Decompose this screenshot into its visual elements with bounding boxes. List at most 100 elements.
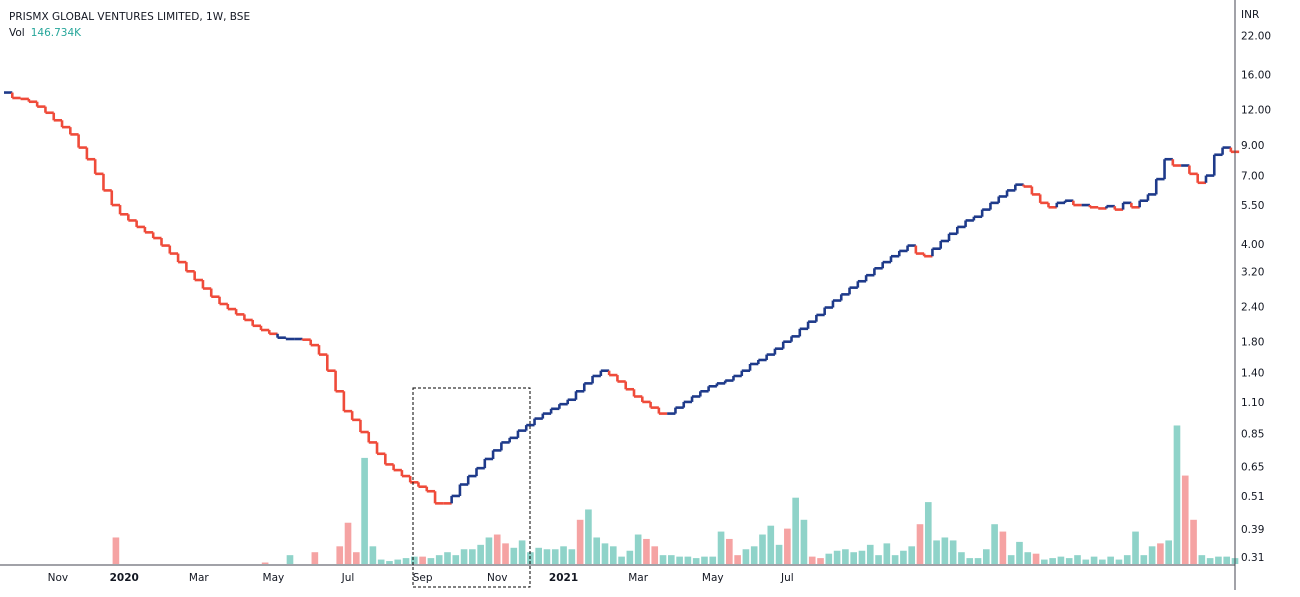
volume-bar xyxy=(991,524,998,564)
volume-bar xyxy=(966,558,974,564)
y-tick-label: 0.85 xyxy=(1241,428,1264,440)
volume-bar xyxy=(1198,555,1206,564)
volume-label: Vol xyxy=(9,27,25,39)
volume-bar xyxy=(717,531,725,564)
y-tick-label: 0.65 xyxy=(1241,461,1264,473)
x-tick-label: 2021 xyxy=(549,572,578,584)
volume-bar xyxy=(386,561,393,564)
volume-bar xyxy=(551,549,559,564)
volume-bar xyxy=(1057,556,1065,564)
volume-bar xyxy=(808,556,816,564)
x-tick-label: Sep xyxy=(413,572,433,584)
y-tick-label: 4.00 xyxy=(1241,239,1264,251)
volume-bar xyxy=(1082,559,1090,564)
volume-bar xyxy=(1024,552,1032,564)
volume-bar xyxy=(1099,559,1106,564)
volume-bar xyxy=(601,543,609,564)
volume-bar xyxy=(667,555,675,564)
volume-bar xyxy=(759,534,766,564)
volume-bar xyxy=(626,550,634,564)
volume-bar xyxy=(1206,558,1214,564)
volume-bar xyxy=(974,558,982,564)
volume-bar xyxy=(800,519,808,564)
volume-bar xyxy=(535,547,542,564)
volume-bar xyxy=(734,555,741,564)
volume-bar xyxy=(568,549,576,564)
volume-bar xyxy=(659,555,667,564)
volume-bar xyxy=(866,544,874,564)
volume-bar xyxy=(336,546,344,564)
legend: PRISMX GLOBAL VENTURES LIMITED, 1W, BSE … xyxy=(9,9,250,41)
volume-bar xyxy=(344,522,352,564)
volume-bar xyxy=(411,556,418,564)
volume-bar xyxy=(709,556,717,564)
volume-bar xyxy=(1215,556,1222,564)
volume-bar xyxy=(1173,425,1181,564)
x-tick-label: Mar xyxy=(628,572,648,584)
selection-box xyxy=(412,387,531,588)
volume-bar xyxy=(286,555,294,564)
volume-bar xyxy=(750,546,758,564)
volume-bar xyxy=(958,552,965,564)
volume-bar xyxy=(949,540,957,564)
volume-bar xyxy=(1016,541,1023,564)
volume-bar xyxy=(875,555,882,564)
volume-bar xyxy=(485,537,493,564)
volume-bar xyxy=(850,552,857,564)
volume-bar xyxy=(858,550,866,564)
volume-bar xyxy=(469,549,476,564)
x-tick-label: Jul xyxy=(780,572,794,584)
volume-bar xyxy=(1132,531,1139,564)
y-tick-label: 12.00 xyxy=(1241,105,1271,117)
volume-bar xyxy=(402,558,410,564)
y-tick-label: 5.50 xyxy=(1241,200,1264,212)
x-tick-label: Nov xyxy=(48,572,69,584)
volume-legend: Vol 146.734K xyxy=(9,25,250,41)
volume-bars xyxy=(112,425,1239,564)
volume-bar xyxy=(593,537,601,564)
y-tick-label: 1.10 xyxy=(1241,397,1264,409)
y-tick-label: 2.40 xyxy=(1241,302,1264,314)
volume-bar xyxy=(1123,555,1131,564)
volume-bar xyxy=(576,519,584,564)
volume-bar xyxy=(767,525,775,564)
volume-bar xyxy=(916,524,924,564)
volume-bar xyxy=(924,502,932,564)
volume-bar xyxy=(792,497,799,564)
y-tick-label: 7.00 xyxy=(1241,171,1264,183)
volume-bar xyxy=(1165,540,1172,564)
volume-bar xyxy=(477,544,484,564)
volume-bar xyxy=(618,556,625,564)
y-tick-label: 0.31 xyxy=(1241,552,1264,564)
volume-bar xyxy=(784,528,791,564)
volume-bar xyxy=(502,543,509,564)
volume-bar xyxy=(560,546,567,564)
volume-bar xyxy=(585,509,592,564)
volume-bar xyxy=(261,562,269,564)
y-tick-label: 1.80 xyxy=(1241,337,1264,349)
volume-bar xyxy=(427,558,435,564)
volume-bar xyxy=(651,546,659,564)
volume-bar xyxy=(833,550,841,564)
volume-bar xyxy=(510,547,518,564)
volume-bar xyxy=(352,552,360,564)
volume-bar xyxy=(369,546,377,564)
volume-bar xyxy=(1190,519,1197,564)
x-tick-label: May xyxy=(263,572,285,584)
x-tick-label: Nov xyxy=(487,572,508,584)
y-tick-label: 22.00 xyxy=(1241,30,1271,42)
price-line xyxy=(4,91,1240,505)
volume-bar xyxy=(701,556,708,564)
volume-bar xyxy=(692,558,700,564)
currency-label: INR xyxy=(1241,9,1259,21)
volume-bar xyxy=(634,534,642,564)
volume-bar xyxy=(1115,559,1123,564)
volume-bar xyxy=(676,556,683,564)
y-tick-label: 1.40 xyxy=(1241,367,1264,379)
volume-bar xyxy=(377,559,385,564)
volume-bar xyxy=(742,549,750,564)
y-tick-label: 3.20 xyxy=(1241,266,1264,278)
volume-bar xyxy=(643,538,650,564)
